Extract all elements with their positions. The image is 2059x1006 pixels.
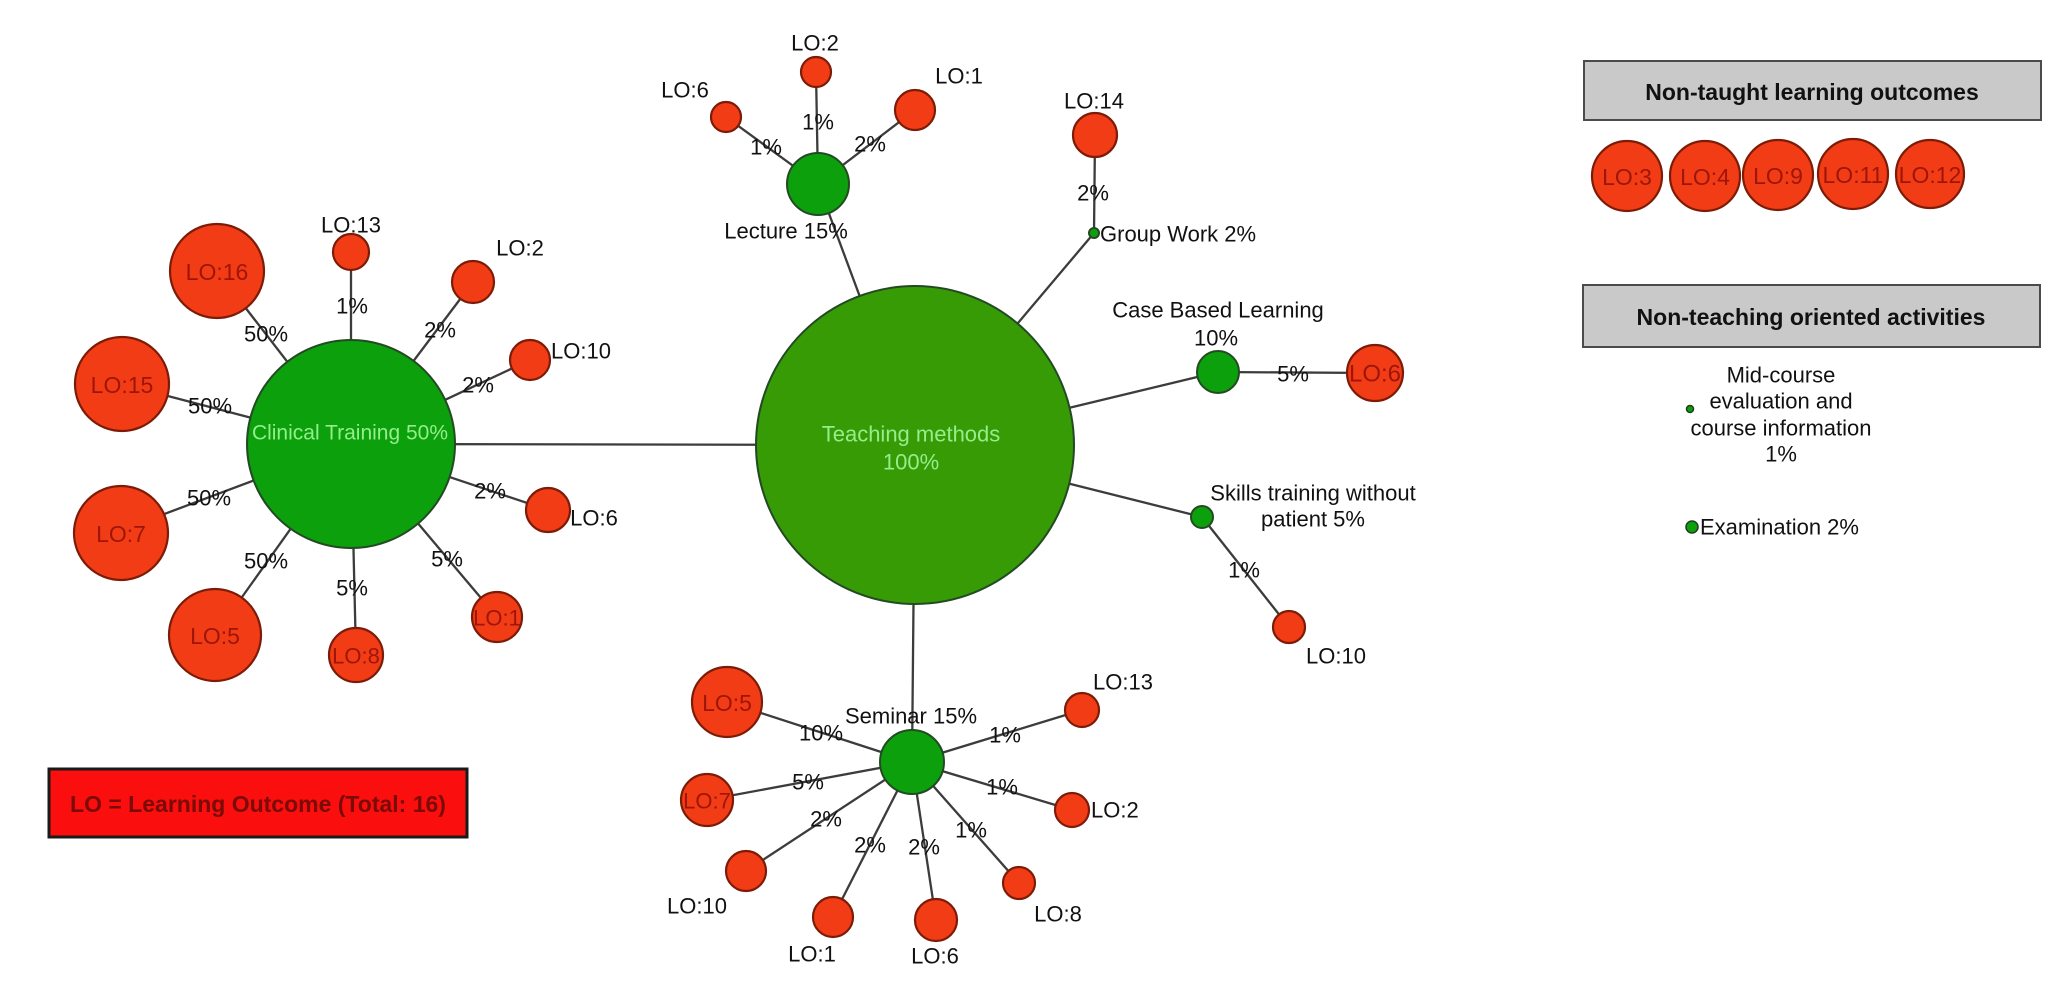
svg-text:2%: 2%	[474, 479, 506, 504]
svg-text:LO:6: LO:6	[1349, 361, 1401, 388]
svg-text:2%: 2%	[854, 132, 886, 157]
svg-text:LO:12: LO:12	[1899, 162, 1962, 188]
svg-text:LO:6: LO:6	[570, 506, 618, 531]
svg-text:2%: 2%	[424, 318, 456, 343]
svg-text:100%: 100%	[883, 450, 939, 475]
svg-text:LO:13: LO:13	[321, 213, 381, 238]
svg-text:50%: 50%	[244, 549, 288, 574]
svg-text:LO:3: LO:3	[1602, 164, 1652, 190]
svg-text:LO:11: LO:11	[1823, 162, 1884, 188]
svg-text:LO:4: LO:4	[1680, 164, 1730, 190]
svg-text:LO:6: LO:6	[661, 78, 709, 103]
svg-text:LO:14: LO:14	[1064, 89, 1124, 114]
svg-text:LO = Learning Outcome (Total:: LO = Learning Outcome (Total: 16)	[70, 791, 446, 817]
svg-text:10%: 10%	[1194, 326, 1238, 351]
svg-text:50%: 50%	[188, 394, 232, 419]
svg-text:LO:9: LO:9	[1753, 163, 1803, 189]
svg-text:5%: 5%	[1277, 362, 1309, 387]
svg-text:LO:8: LO:8	[332, 644, 380, 669]
svg-text:50%: 50%	[187, 486, 231, 511]
svg-text:1%: 1%	[989, 723, 1021, 748]
svg-text:1%: 1%	[1228, 558, 1260, 583]
svg-text:LO:2: LO:2	[1091, 798, 1139, 823]
svg-text:2%: 2%	[908, 835, 940, 860]
svg-text:Group Work 2%: Group Work 2%	[1100, 222, 1256, 247]
svg-text:evaluation and: evaluation and	[1709, 389, 1852, 414]
svg-text:1%: 1%	[986, 775, 1018, 800]
svg-text:LO:1: LO:1	[788, 942, 836, 967]
svg-text:5%: 5%	[431, 547, 463, 572]
svg-text:1%: 1%	[750, 135, 782, 160]
svg-text:LO:10: LO:10	[551, 339, 611, 364]
svg-text:1%: 1%	[1765, 442, 1797, 467]
svg-text:LO:6: LO:6	[911, 944, 959, 969]
svg-text:2%: 2%	[462, 373, 494, 398]
svg-text:2%: 2%	[810, 807, 842, 832]
svg-text:Case Based Learning: Case Based Learning	[1112, 298, 1324, 323]
svg-text:Non-taught learning outcomes: Non-taught learning outcomes	[1645, 79, 1979, 105]
svg-text:LO:13: LO:13	[1093, 670, 1153, 695]
svg-text:LO:10: LO:10	[667, 894, 727, 919]
svg-text:Skills training without: Skills training without	[1210, 481, 1415, 506]
svg-text:LO:1: LO:1	[473, 606, 521, 631]
svg-text:patient 5%: patient 5%	[1261, 507, 1365, 532]
svg-text:Examination 2%: Examination 2%	[1700, 515, 1859, 540]
svg-text:5%: 5%	[792, 770, 824, 795]
svg-text:10%: 10%	[799, 721, 843, 746]
svg-text:course information: course information	[1691, 416, 1872, 441]
svg-text:1%: 1%	[336, 294, 368, 319]
svg-text:LO:15: LO:15	[91, 372, 154, 398]
svg-text:Lecture 15%: Lecture 15%	[724, 219, 848, 244]
svg-text:Non-teaching oriented activiti: Non-teaching oriented activities	[1637, 304, 1986, 330]
svg-text:50%: 50%	[244, 322, 288, 347]
svg-text:Teaching methods: Teaching methods	[822, 422, 1001, 447]
svg-text:LO:7: LO:7	[683, 789, 731, 814]
svg-text:LO:7: LO:7	[96, 521, 146, 547]
svg-text:LO:8: LO:8	[1034, 902, 1082, 927]
svg-text:LO:2: LO:2	[496, 236, 544, 261]
svg-text:5%: 5%	[336, 576, 368, 601]
svg-text:LO:10: LO:10	[1306, 644, 1366, 669]
svg-text:LO:5: LO:5	[190, 623, 240, 649]
svg-text:1%: 1%	[802, 110, 834, 135]
svg-text:Seminar 15%: Seminar 15%	[845, 704, 977, 729]
svg-text:1%: 1%	[955, 818, 987, 843]
svg-text:2%: 2%	[1077, 181, 1109, 206]
svg-text:Clinical Training 50%: Clinical Training 50%	[252, 422, 448, 445]
svg-text:LO:2: LO:2	[791, 31, 839, 56]
svg-text:Mid-course: Mid-course	[1727, 363, 1836, 388]
svg-text:2%: 2%	[854, 833, 886, 858]
svg-text:LO:5: LO:5	[702, 690, 752, 716]
svg-text:LO:16: LO:16	[186, 259, 249, 285]
svg-text:LO:1: LO:1	[935, 64, 983, 89]
